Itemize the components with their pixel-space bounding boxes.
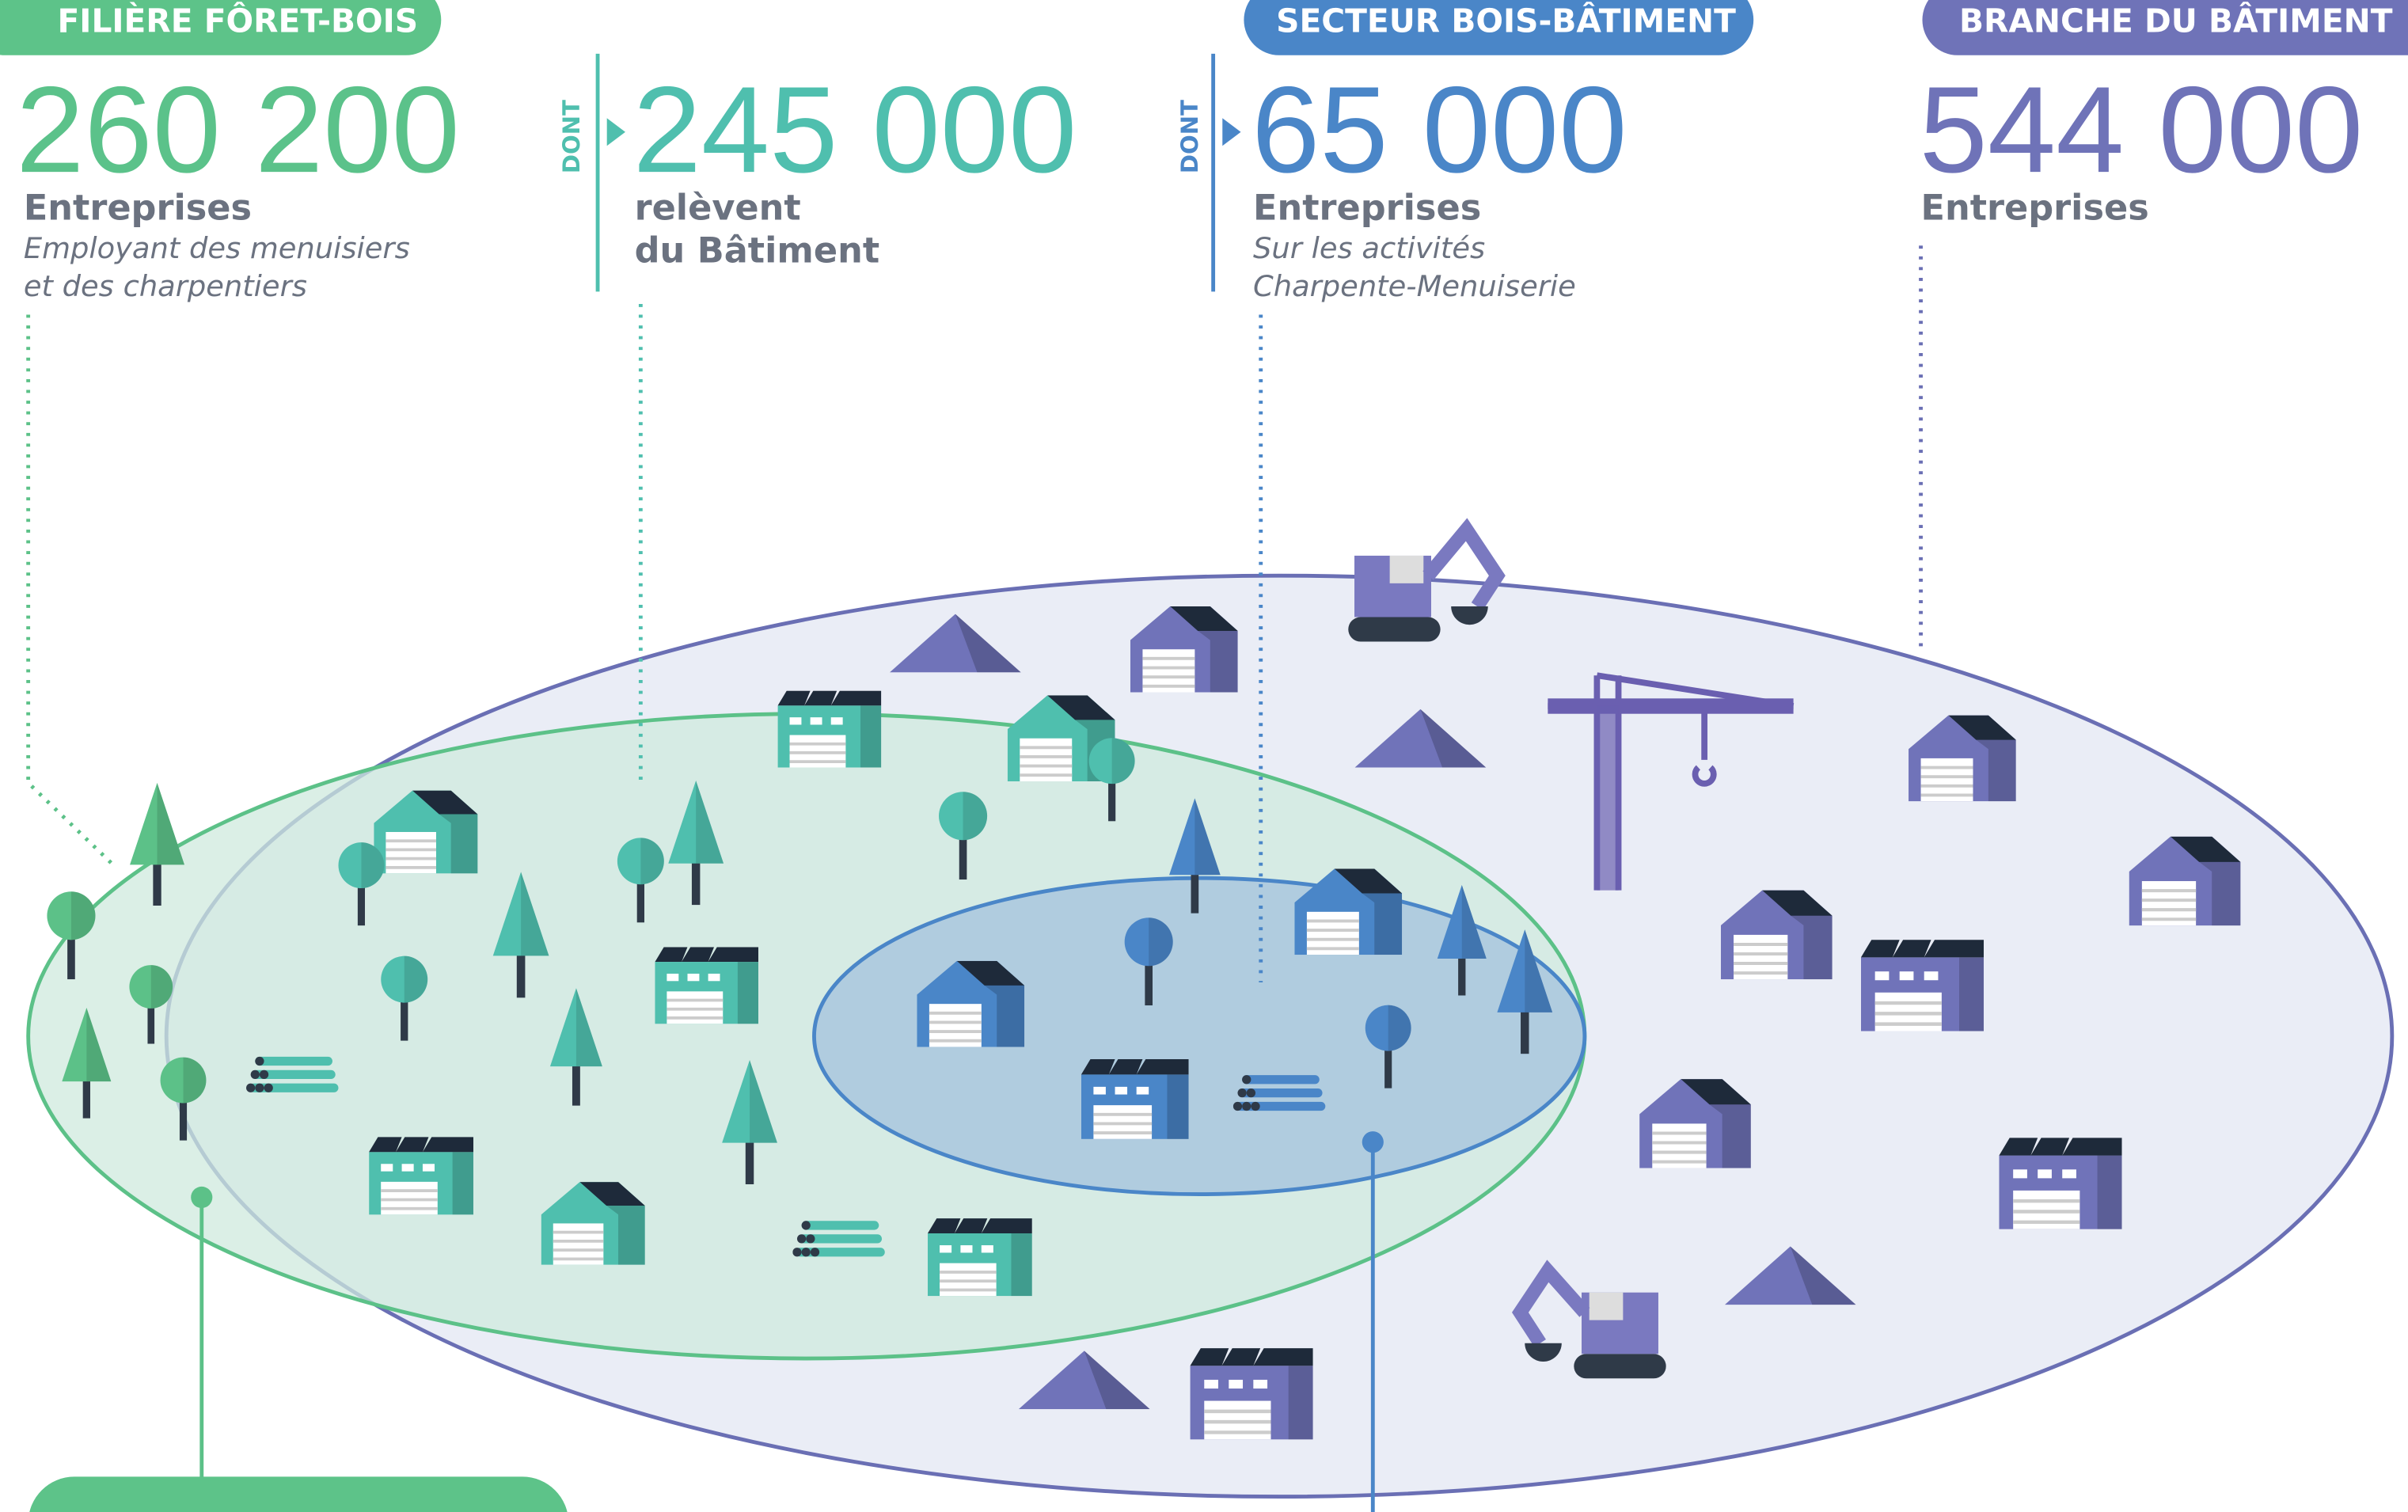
- logs-icon: [792, 1221, 885, 1257]
- badge-text: SECTEUR BOIS-BÂTIMENT: [1276, 2, 1736, 40]
- badge-text: FILIÈRE FÔRET-BOIS: [58, 2, 419, 40]
- badge: [0, 0, 442, 55]
- note: et des charpentiers: [24, 269, 307, 303]
- factory-icon: [1081, 1059, 1189, 1139]
- big-number: 544 000: [1920, 61, 2364, 198]
- prefix: DONT: [1176, 100, 1203, 173]
- badge: [1922, 0, 2408, 55]
- factory-icon: [1861, 940, 1984, 1031]
- crane-mast: [1597, 705, 1619, 891]
- badge: [1244, 0, 1754, 55]
- prefix: DONT: [558, 100, 585, 173]
- factory-icon: [777, 690, 882, 768]
- excavator: [1512, 1259, 1666, 1379]
- big-number: 260 200: [16, 61, 460, 198]
- connectors: [26, 245, 1923, 983]
- excavator: [1348, 518, 1506, 642]
- badge-text: BRANCHE DU BÂTIMENT: [1959, 2, 2393, 40]
- factory-icon: [1191, 1348, 1313, 1439]
- label: relèvent: [635, 187, 801, 228]
- label: du Bâtiment: [635, 230, 880, 272]
- connector-dot: [1362, 1131, 1384, 1153]
- note: Charpente-Menuiserie: [1253, 269, 1576, 303]
- crane-jib: [1548, 698, 1794, 714]
- label: Entreprises: [1253, 187, 1481, 228]
- label: Entreprises: [24, 187, 252, 228]
- factory-icon: [927, 1217, 1032, 1297]
- wood-building-zone: [812, 876, 1587, 1197]
- connector: [26, 314, 117, 869]
- logs-icon: [246, 1056, 339, 1092]
- factory-icon: [1999, 1138, 2121, 1229]
- logs-icon: [1232, 1075, 1326, 1111]
- header: FILIÈRE FÔRET-BOIS 260 200 Entreprises E…: [0, 0, 2408, 303]
- factory-icon: [654, 947, 759, 1024]
- arrow: [1222, 118, 1241, 146]
- factory-icon: [369, 1135, 473, 1216]
- arrow: [606, 118, 625, 146]
- bottom-badge: [29, 1476, 568, 1512]
- note: Sur les activités: [1253, 231, 1485, 265]
- note: Employant des menuisiers: [24, 231, 410, 265]
- connector-dot: [191, 1186, 213, 1209]
- big-number: 65 000: [1251, 61, 1627, 198]
- label: Entreprises: [1921, 187, 2149, 228]
- big-number: 245 000: [633, 61, 1077, 198]
